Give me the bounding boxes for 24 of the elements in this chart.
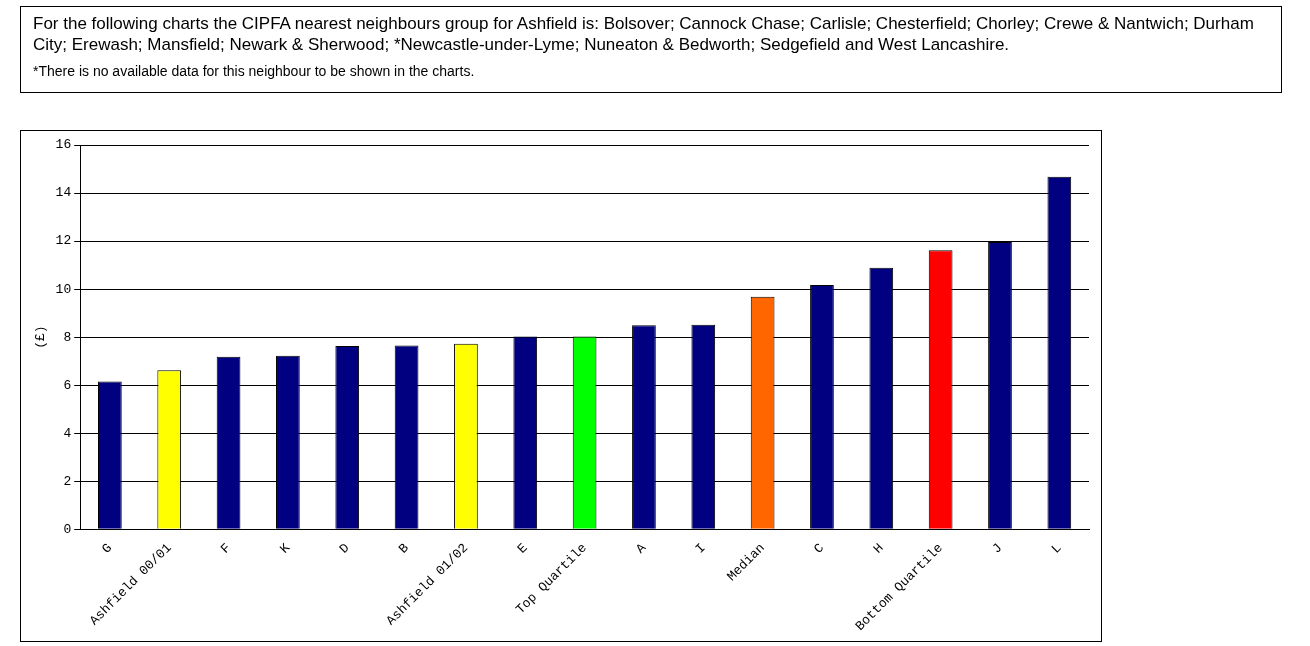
y-tick-label: 14 bbox=[55, 185, 72, 201]
y-tick-label: 16 bbox=[55, 137, 72, 153]
x-tick-label: L bbox=[1048, 540, 1065, 557]
x-tick-label: F bbox=[217, 540, 234, 557]
x-tick-label: C bbox=[811, 540, 828, 557]
x-tick-label: G bbox=[99, 540, 116, 557]
x-tick-label: J bbox=[989, 540, 1006, 557]
x-tick-label: B bbox=[395, 540, 412, 557]
x-tick-label: I bbox=[692, 540, 709, 557]
y-tick-label: 4 bbox=[63, 425, 72, 441]
x-tick-label: H bbox=[870, 540, 887, 557]
x-tick-label: K bbox=[277, 540, 294, 557]
x-tick-label: A bbox=[633, 540, 650, 557]
y-tick-label: 2 bbox=[63, 473, 72, 489]
x-tick-label: E bbox=[514, 540, 531, 557]
y-tick-label: 12 bbox=[55, 233, 72, 249]
y-tick-label: 0 bbox=[63, 521, 72, 537]
y-tick-label: 6 bbox=[63, 377, 72, 393]
y-axis-title: (£) bbox=[33, 325, 49, 349]
y-tick-label: 10 bbox=[55, 281, 72, 297]
text: *There is no available data for this neighbour to be shown in the charts. bbox=[33, 62, 476, 81]
y-tick-label: 8 bbox=[63, 329, 72, 345]
text: For the following charts the CIPFA nearest neighbours group for Ashfield is: Bolsover; Cannock Chase; Carlisle; Chesterfield; Chorley; Crewe & Nantwich; Durham City; Erewash; Mansfield; Newark & Sherwood; *Newcastle-under-Lyme; Nuneaton & Bedworth; Sedgefield and West Lancashire. bbox=[33, 13, 1255, 55]
x-tick-label: D bbox=[336, 540, 353, 557]
